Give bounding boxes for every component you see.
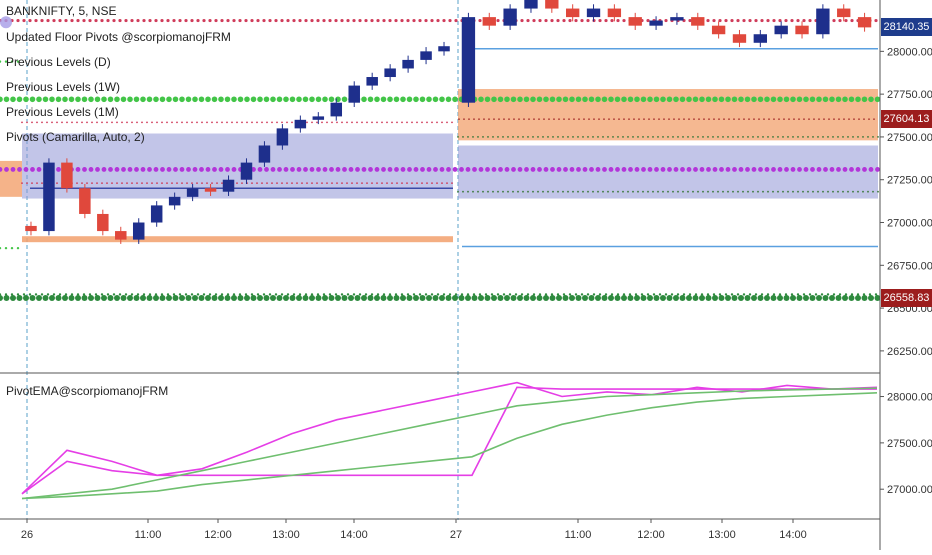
- x-tick-label-0: 26: [21, 529, 33, 541]
- symbol-title: BANKNIFTY, 5, NSE: [6, 4, 117, 18]
- x-tick-label-1: 11:00: [135, 529, 162, 541]
- day27-candle-0: [461, 12, 476, 107]
- candles[interactable]: [25, 0, 872, 244]
- y-tick-label-7: 28000.00: [887, 46, 932, 58]
- orange-band-prev: [0, 160, 22, 197]
- lower-pane-title[interactable]: PivotEMA@scorpiomanojFRM: [6, 384, 169, 398]
- day27-candle-18: [837, 4, 851, 22]
- price-tag-last: 28140.35: [881, 18, 932, 37]
- x-tick-label-7: 12:00: [637, 529, 665, 541]
- day26-candle-23: [438, 41, 450, 56]
- ema-series-3: [21, 392, 878, 500]
- indicator-previous-levels-d[interactable]: Previous Levels (D): [6, 55, 111, 69]
- day26-candle-0: [25, 221, 37, 236]
- y-tick-label-4: 27250.00: [887, 175, 932, 187]
- x-tick-label-2: 12:00: [204, 529, 232, 541]
- lower-y-tick-label-2: 28000.00: [887, 392, 932, 404]
- x-tick-label-8: 13:00: [708, 529, 736, 541]
- day27-candle-2: [503, 4, 517, 30]
- day27-candle-6: [586, 4, 601, 22]
- day26-candle-15: [294, 115, 307, 133]
- green-thin-dots-27: [457, 190, 879, 193]
- y-tick-label-2: 26750.00: [887, 260, 932, 272]
- x-tick-label-9: 14:00: [779, 529, 807, 541]
- day26-candle-10: [204, 184, 217, 196]
- day26-candle-8: [168, 192, 181, 210]
- ema-series-2: [21, 387, 878, 500]
- day27-candle-17: [816, 4, 830, 39]
- day26-candle-22: [420, 47, 432, 65]
- green-dots-left: [0, 60, 20, 63]
- day27-candle-15: [774, 21, 788, 39]
- day27-candle-10: [670, 12, 684, 25]
- x-tick-label-3: 13:00: [272, 529, 300, 541]
- day26-candle-9: [186, 184, 199, 202]
- y-tick-label-5: 27500.00: [887, 132, 932, 144]
- day27-candle-13: [732, 29, 747, 48]
- day27-candle-16: [795, 21, 809, 39]
- day26-candle-4: [97, 209, 109, 236]
- day26-candle-3: [79, 184, 91, 219]
- purple-pivot-dots: [0, 167, 880, 172]
- day26-candle-12: [240, 158, 253, 184]
- day26-candle-19: [366, 72, 378, 90]
- green-dots-left-low: [0, 246, 20, 250]
- day27-candle-3: [524, 0, 538, 13]
- day27-candle-12: [711, 21, 726, 39]
- y-tick-label-6: 27750.00: [887, 89, 932, 101]
- day27-candle-7: [607, 4, 622, 22]
- lower-y-tick-label-1: 27500.00: [887, 438, 932, 450]
- day26-candle-21: [402, 55, 414, 73]
- x-tick-label-4: 14:00: [340, 529, 368, 541]
- day27-candle-4: [545, 0, 559, 13]
- day26-candle-11: [222, 175, 235, 196]
- ema-lines: [21, 381, 878, 500]
- y-tick-label-3: 27000.00: [887, 218, 932, 230]
- price-tag-monthly: 26558.83: [881, 289, 932, 308]
- monthly-green-dots: [0, 295, 881, 302]
- day27-candle-11: [691, 12, 705, 30]
- day26-candle-13: [258, 141, 271, 167]
- day26-candle-18: [348, 81, 360, 107]
- y-tick-label-0: 26250.00: [887, 346, 932, 358]
- camarilla-band-day27: [458, 145, 878, 199]
- purple-marker: [0, 16, 12, 29]
- day26-candle-7: [150, 201, 163, 227]
- day27-candle-5: [566, 4, 580, 22]
- day26-candle-6: [132, 218, 145, 244]
- indicator-floor-pivots[interactable]: Updated Floor Pivots @scorpiomanojFRM: [6, 30, 231, 44]
- grid: [26, 0, 459, 520]
- day27-candle-9: [649, 16, 663, 30]
- day26-candle-16: [312, 112, 325, 125]
- green-thin-dots-27b: [457, 136, 879, 138]
- day26-candle-5: [115, 226, 127, 244]
- day27-candle-14: [753, 29, 767, 48]
- lower-y-tick-label-0: 27000.00: [887, 484, 932, 496]
- day27-candle-19: [857, 12, 872, 32]
- day27-candle-1: [482, 12, 496, 30]
- day26-candle-20: [384, 64, 396, 82]
- day26-candle-2: [61, 158, 73, 193]
- x-tick-label-6: 11:00: [565, 529, 592, 541]
- indicator-camarilla-pivots[interactable]: Pivots (Camarilla, Auto, 2): [6, 130, 145, 144]
- indicator-previous-levels-1w[interactable]: Previous Levels (1W): [6, 80, 121, 94]
- day27-candle-8: [628, 12, 642, 30]
- day26-candle-17: [330, 98, 343, 121]
- day26-candle-14: [276, 124, 289, 150]
- day26-candle-1: [43, 158, 55, 236]
- monthly-green-dots-2: [0, 293, 878, 296]
- indicator-previous-levels-1m[interactable]: Previous Levels (1M): [6, 105, 119, 119]
- price-tag-level: 27604.13: [881, 110, 932, 129]
- x-tick-label-5: 27: [450, 529, 462, 541]
- orange-low-band-day26: [22, 236, 453, 243]
- ema-series-1: [21, 386, 877, 495]
- red-thin-dots-26: [21, 121, 453, 124]
